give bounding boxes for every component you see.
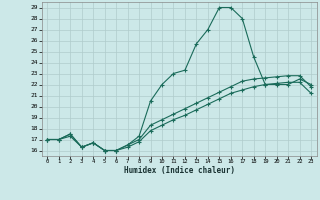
X-axis label: Humidex (Indice chaleur): Humidex (Indice chaleur) xyxy=(124,166,235,175)
